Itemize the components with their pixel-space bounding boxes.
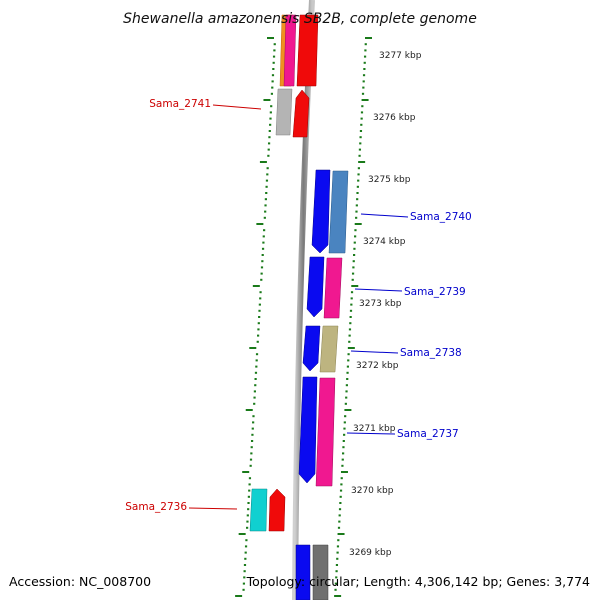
inner-ruler — [235, 37, 276, 597]
map-title: Shewanella amazonensis SB2B, complete ge… — [123, 11, 477, 27]
gene-feature-red — [296, 14, 319, 87]
scale-label-3272: 3272 kbp — [356, 361, 399, 371]
gene-feature-cyan — [249, 488, 268, 532]
gene-feature-sama-2739 — [323, 257, 343, 319]
gene-label-sama-2739[interactable]: Sama_2739 — [404, 286, 466, 298]
gene-label-sama-2738[interactable]: Sama_2738 — [400, 347, 462, 359]
gene-feature-sama-2737 — [315, 377, 336, 487]
scale-labels: 3277 kbp 3276 kbp 3275 kbp 3274 kbp 3273… — [349, 51, 422, 558]
scale-label-3276: 3276 kbp — [373, 113, 416, 123]
gene-feature-sama-2740 — [311, 169, 331, 254]
gene-label-sama-2741[interactable]: Sama_2741 — [149, 98, 211, 110]
scale-label-3273: 3273 kbp — [359, 299, 402, 309]
label-connectors — [188, 104, 409, 510]
gene-feature-steelblue — [328, 170, 349, 254]
gene-feature-sama-2738 — [319, 325, 339, 373]
gene-feature-darkgray-bottom — [312, 544, 329, 600]
scale-label-3274: 3274 kbp — [363, 237, 406, 247]
topology-text: Topology: circular; Length: 4,306,142 bp… — [246, 574, 590, 589]
gene-label-sama-2737[interactable]: Sama_2737 — [397, 428, 459, 440]
gene-features — [249, 14, 349, 600]
gene-feature-sama-2741 — [292, 89, 310, 138]
gene-feature-sama-2736 — [268, 488, 286, 532]
outer-ruler — [334, 37, 372, 597]
gene-feature-blue-2737 — [298, 376, 318, 484]
gene-labels: Sama_2741 Sama_2740 Sama_2739 Sama_2738 … — [125, 98, 471, 513]
gene-feature-blue-bottom — [295, 544, 311, 600]
gene-feature-blue-2739 — [306, 256, 325, 318]
gene-label-sama-2736[interactable]: Sama_2736 — [125, 501, 187, 513]
gene-feature-blue-2738 — [302, 325, 321, 372]
gene-label-sama-2740[interactable]: Sama_2740 — [410, 211, 472, 223]
scale-label-3270: 3270 kbp — [351, 486, 394, 496]
gene-feature-magenta — [283, 14, 297, 87]
scale-label-3271: 3271 kbp — [353, 424, 396, 434]
scale-label-3269: 3269 kbp — [349, 548, 392, 558]
accession-text: Accession: NC_008700 — [9, 574, 151, 589]
scale-label-3275: 3275 kbp — [368, 175, 411, 185]
gene-feature-gray — [275, 88, 293, 136]
scale-label-3277: 3277 kbp — [379, 51, 422, 61]
